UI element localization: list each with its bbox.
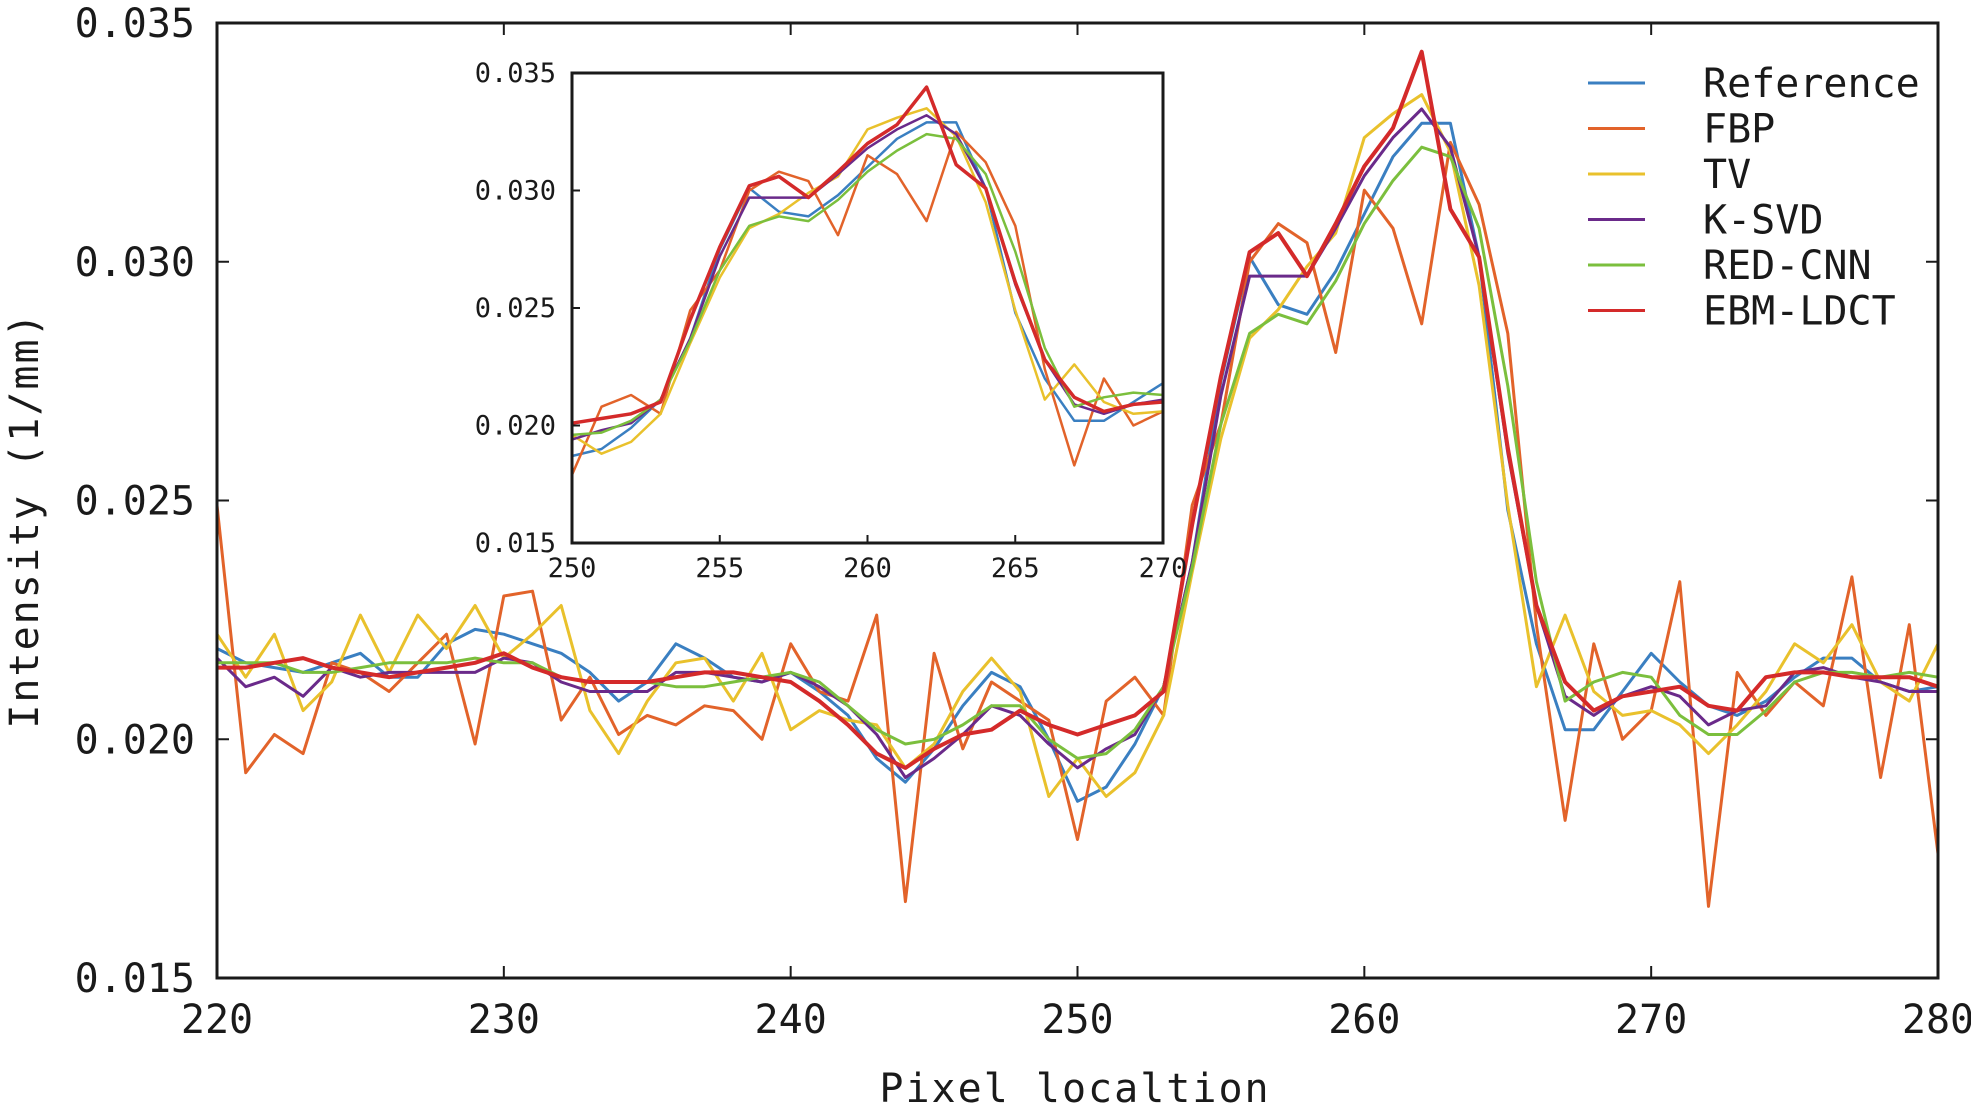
inset-y-tick-label: 0.015 [475,528,556,559]
x-tick-label: 250 [1041,997,1113,1043]
main-series-layer [215,49,1940,908]
legend-label-reference: Reference [1703,61,1920,107]
inset-y-tick-label: 0.025 [475,293,556,324]
inset-x-tick-label: 255 [695,553,744,584]
series-line-ebm-ldct [217,49,1939,770]
legend-label-fbp: FBP [1703,107,1775,153]
series-line-reference [216,121,1939,803]
x-tick-label: 220 [181,997,253,1043]
inset-x-tick-labels: 250 255 260 265 270 [548,553,1188,584]
main-y-tick-labels: 0.015 0.020 0.025 0.030 0.035 [75,1,195,1002]
x-tick-label: 280 [1902,997,1971,1043]
inset-y-tick-label: 0.030 [475,176,556,207]
inset-y-tick-labels: 0.015 0.020 0.025 0.030 0.035 [475,58,556,559]
inset-series-line-tv [571,107,1164,455]
legend-label-ebm-ldct: EBM-LDCT [1703,289,1896,335]
x-tick-label: 230 [468,997,540,1043]
inset-x-tick-label: 250 [548,553,597,584]
legend-label-tv: TV [1703,152,1751,198]
inset-series-layer [570,85,1164,476]
x-tick-label: 240 [755,997,827,1043]
inset-background [572,73,1163,543]
y-axis-title: Intensity (1/mm) [2,311,48,728]
x-tick-label: 260 [1328,997,1400,1043]
series-line-k-svd [215,107,1938,779]
series-line-red-cnn [217,145,1939,760]
inset-x-tick-label: 270 [1139,553,1188,584]
y-tick-label: 0.025 [75,479,195,525]
legend-label-red-cnn: RED-CNN [1703,243,1872,289]
y-tick-label: 0.015 [75,956,195,1002]
inset-x-tick-label: 260 [843,553,892,584]
y-tick-label: 0.035 [75,1,195,47]
main-tick-marks [216,22,1939,979]
inset-y-tick-label: 0.035 [475,58,556,89]
inset-series-line-ebm-ldct [571,85,1164,425]
legend-label-k-svd: K-SVD [1703,198,1823,244]
x-axis-title: Pixel localtion [879,1066,1270,1112]
x-tick-label: 270 [1615,997,1687,1043]
y-tick-label: 0.030 [75,240,195,286]
main-x-tick-labels: 220 230 240 250 260 270 280 [181,997,1971,1043]
inset-y-tick-label: 0.020 [475,411,556,442]
y-tick-label: 0.020 [75,717,195,763]
inset-x-tick-label: 265 [991,553,1040,584]
inset-tick-marks [571,72,1164,544]
